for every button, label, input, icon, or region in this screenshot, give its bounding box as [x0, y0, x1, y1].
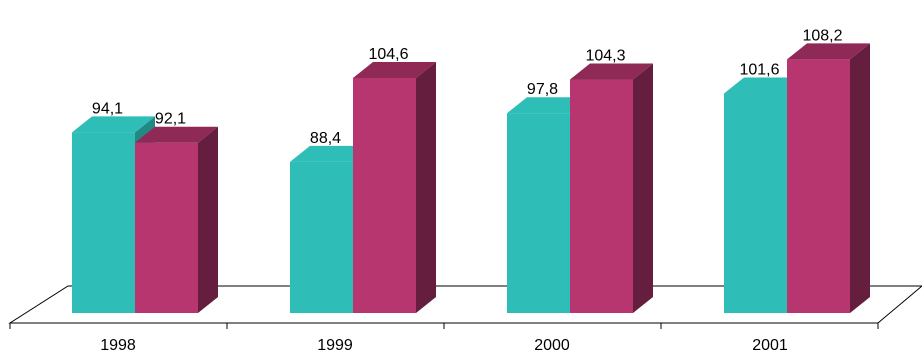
bar-1999-series-2	[353, 61, 436, 313]
bar-front	[570, 79, 633, 313]
bar-top	[72, 116, 155, 133]
bar-top	[570, 63, 653, 80]
data-label: 97,8	[527, 81, 558, 98]
x-tick-label: 2000	[534, 337, 570, 354]
bar-side	[633, 63, 653, 313]
label-group: 94,1 92,1 1998 88,4 104,6 1999 97,8 104,3 2000 10…	[92, 27, 843, 354]
bar-top	[724, 77, 807, 94]
bar-side	[850, 43, 870, 313]
data-label: 92,1	[155, 111, 186, 128]
bar-front	[290, 161, 353, 313]
data-label: 101,6	[739, 62, 779, 79]
bar-group	[72, 43, 870, 314]
bar-top	[135, 126, 218, 143]
data-label: 104,6	[368, 46, 408, 63]
data-label: 108,2	[802, 27, 842, 44]
bar-2000-series-2	[570, 63, 653, 313]
data-label: 88,4	[310, 130, 341, 147]
bar-front	[135, 142, 198, 313]
bar-front	[787, 59, 850, 313]
bar-side	[416, 61, 436, 313]
x-tick-label: 1999	[317, 337, 353, 354]
bar-front	[724, 93, 787, 314]
data-label: 104,3	[585, 48, 625, 65]
bar-front	[507, 113, 570, 313]
bar-top	[507, 97, 590, 114]
bar-top	[290, 145, 373, 162]
x-tick-label: 1998	[100, 337, 136, 354]
data-label: 94,1	[92, 100, 123, 117]
bar-front	[72, 132, 135, 313]
x-tick-label: 2001	[752, 337, 788, 354]
chart-floor	[8, 285, 922, 324]
bar-front	[353, 77, 416, 313]
bar-side	[198, 126, 218, 313]
bar-2001-series-2	[787, 43, 870, 313]
bar-top	[353, 61, 436, 78]
bar-1998-series-2	[135, 126, 218, 313]
bar-top	[787, 43, 870, 60]
